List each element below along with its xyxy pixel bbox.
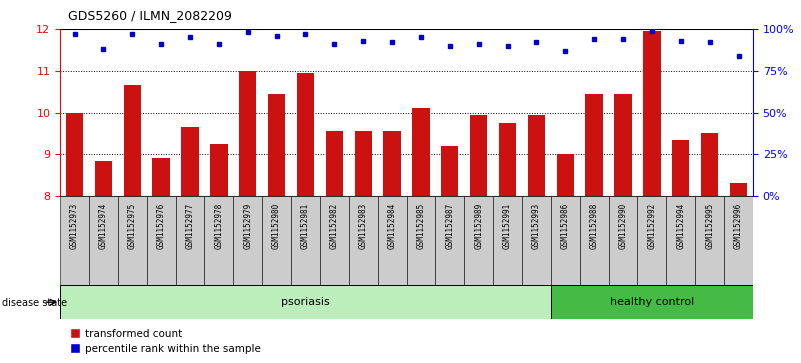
Bar (493, 196, 522, 285)
Text: disease state: disease state (2, 298, 66, 308)
Bar (609, 196, 638, 285)
Bar (465, 196, 493, 285)
Bar (551, 196, 580, 285)
Bar (204, 196, 233, 285)
Bar (326, 131, 343, 196)
Text: GSM1152975: GSM1152975 (127, 203, 137, 249)
Bar (470, 115, 487, 196)
Text: GSM1152978: GSM1152978 (215, 203, 223, 249)
Bar (239, 71, 256, 196)
Bar (210, 144, 227, 196)
Bar (233, 196, 262, 285)
Text: GSM1152982: GSM1152982 (330, 203, 339, 249)
Bar (730, 183, 747, 196)
Text: GSM1152979: GSM1152979 (244, 203, 252, 249)
Bar (522, 196, 551, 285)
Text: GSM1152981: GSM1152981 (301, 203, 310, 249)
Text: GSM1152989: GSM1152989 (474, 203, 483, 249)
Text: GSM1152973: GSM1152973 (70, 203, 79, 249)
Bar (672, 140, 690, 196)
Bar (152, 158, 170, 196)
Text: GSM1152991: GSM1152991 (503, 203, 512, 249)
Bar (406, 196, 436, 285)
Bar (614, 94, 632, 196)
Text: GSM1152984: GSM1152984 (388, 203, 396, 249)
Bar (181, 127, 199, 196)
Bar (355, 131, 372, 196)
Bar (95, 160, 112, 196)
Bar (60, 196, 89, 285)
Bar (695, 196, 724, 285)
Bar (666, 196, 695, 285)
Bar (291, 196, 320, 285)
Legend: transformed count, percentile rank within the sample: transformed count, percentile rank withi… (66, 325, 265, 358)
Bar (320, 196, 348, 285)
Text: GSM1152986: GSM1152986 (561, 203, 570, 249)
Bar (701, 133, 718, 196)
Bar (123, 85, 141, 196)
Bar (60, 285, 551, 319)
Text: psoriasis: psoriasis (281, 297, 330, 307)
Bar (413, 108, 429, 196)
Bar (551, 285, 753, 319)
Bar (262, 196, 291, 285)
Bar (586, 94, 603, 196)
Bar (499, 123, 516, 196)
Bar (377, 196, 406, 285)
Text: GDS5260 / ILMN_2082209: GDS5260 / ILMN_2082209 (68, 9, 232, 22)
Text: GSM1152992: GSM1152992 (647, 203, 656, 249)
Bar (118, 196, 147, 285)
Text: GSM1152988: GSM1152988 (590, 203, 598, 249)
Text: GSM1152980: GSM1152980 (272, 203, 281, 249)
Bar (268, 94, 285, 196)
Bar (436, 196, 465, 285)
Bar (297, 73, 314, 196)
Text: GSM1152995: GSM1152995 (705, 203, 714, 249)
Bar (724, 196, 753, 285)
Text: GSM1152977: GSM1152977 (186, 203, 195, 249)
Text: healthy control: healthy control (610, 297, 694, 307)
Bar (643, 31, 661, 196)
Bar (89, 196, 118, 285)
Text: GSM1152994: GSM1152994 (676, 203, 686, 249)
Text: GSM1152993: GSM1152993 (532, 203, 541, 249)
Text: GSM1152985: GSM1152985 (417, 203, 425, 249)
Text: GSM1152987: GSM1152987 (445, 203, 454, 249)
Bar (638, 196, 666, 285)
Text: GSM1152976: GSM1152976 (157, 203, 166, 249)
Bar (147, 196, 175, 285)
Bar (580, 196, 609, 285)
Bar (557, 154, 574, 196)
Text: GSM1152996: GSM1152996 (734, 203, 743, 249)
Bar (384, 131, 400, 196)
Bar (348, 196, 377, 285)
Bar (175, 196, 204, 285)
Text: GSM1152990: GSM1152990 (618, 203, 627, 249)
Text: GSM1152974: GSM1152974 (99, 203, 108, 249)
Bar (441, 146, 458, 196)
Bar (528, 115, 545, 196)
Text: GSM1152983: GSM1152983 (359, 203, 368, 249)
Bar (66, 113, 83, 196)
